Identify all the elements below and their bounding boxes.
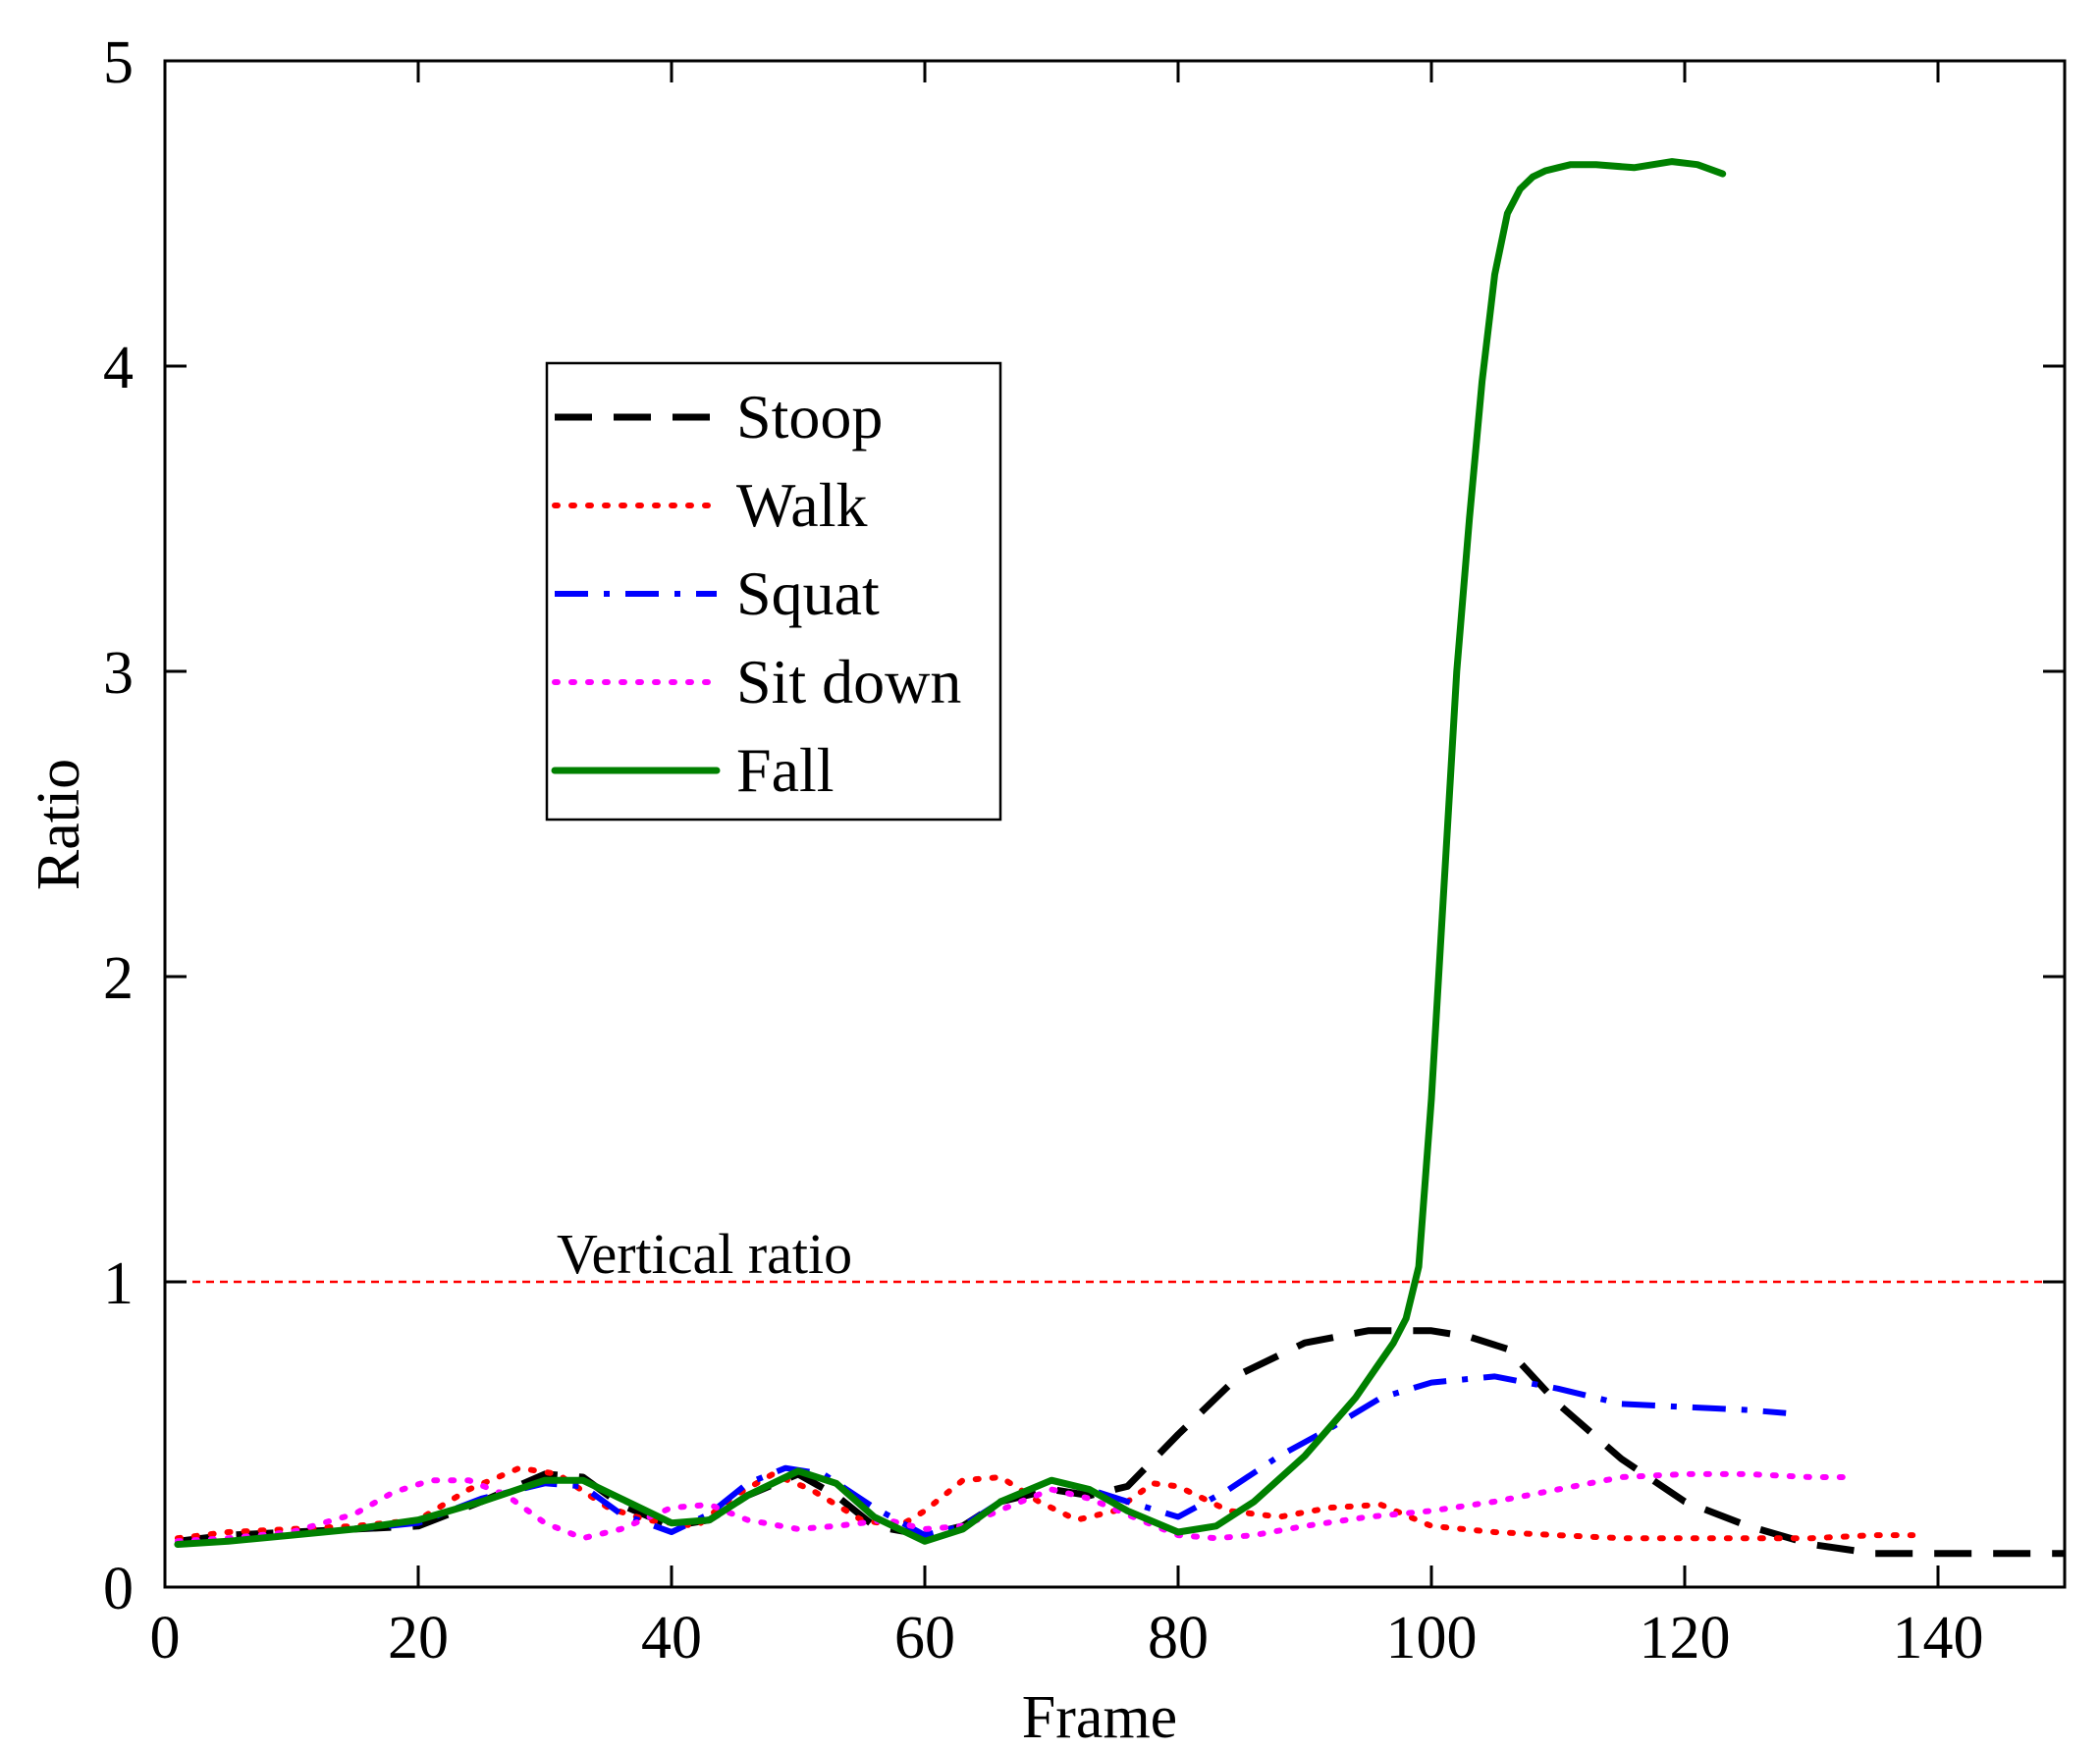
series-layer bbox=[174, 158, 2065, 1558]
x-tick-label: 80 bbox=[1148, 1605, 1209, 1671]
y-tick-label: 3 bbox=[103, 640, 134, 707]
plot-frame bbox=[163, 59, 2067, 1589]
x-tick-label: 120 bbox=[1640, 1605, 1731, 1671]
vertical-ratio-annotation: Vertical ratio bbox=[557, 1222, 852, 1286]
series-line-stoop bbox=[177, 1327, 2065, 1558]
x-tick-label: 20 bbox=[388, 1605, 449, 1671]
legend-box bbox=[545, 361, 1002, 822]
series-line-fall bbox=[174, 158, 1727, 1548]
legend: Stoop Walk Squat Sit down Fall bbox=[545, 361, 1002, 822]
x-tick-label: 0 bbox=[150, 1605, 181, 1671]
x-tick-label: 60 bbox=[894, 1605, 955, 1671]
legend-label: Sit down bbox=[736, 647, 961, 716]
x-tick-label: 40 bbox=[641, 1605, 702, 1671]
y-tick-label: 4 bbox=[103, 335, 134, 401]
legend-label: Walk bbox=[736, 470, 867, 540]
ticks-layer: 0 20 40 60 80 100 120 140 0 1 2 3 4 5 bbox=[103, 29, 2065, 1671]
y-tick-label: 0 bbox=[103, 1556, 134, 1622]
x-axis-title: Frame bbox=[1022, 1684, 1177, 1751]
legend-label: Stoop bbox=[736, 382, 883, 451]
y-tick-label: 2 bbox=[103, 945, 134, 1012]
y-tick-label: 1 bbox=[103, 1250, 134, 1317]
x-tick-label: 140 bbox=[1893, 1605, 1984, 1671]
series-line-sit-down bbox=[174, 1470, 1853, 1545]
legend-label: Fall bbox=[736, 735, 835, 805]
legend-label: Squat bbox=[736, 558, 880, 628]
y-axis-title: Ratio bbox=[26, 759, 92, 890]
y-tick-label: 5 bbox=[103, 29, 134, 96]
x-tick-label: 100 bbox=[1386, 1605, 1478, 1671]
series-line-walk bbox=[174, 1464, 1916, 1542]
